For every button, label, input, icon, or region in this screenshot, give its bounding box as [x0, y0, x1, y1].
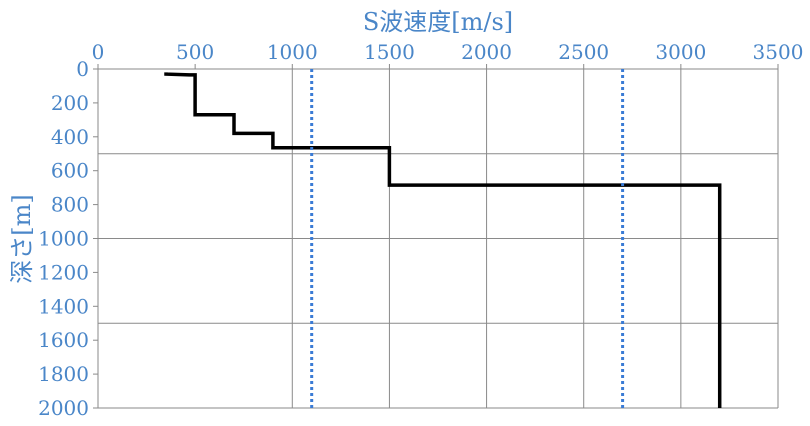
x-tick-label-3500: 3500: [753, 40, 804, 64]
x-tick-label-1500: 1500: [364, 40, 415, 64]
y-tick-label-600: 600: [51, 159, 89, 183]
y-tick-label-200: 200: [51, 91, 89, 115]
grid-lines: [98, 69, 779, 409]
y-tick-label-1200: 1200: [38, 260, 89, 284]
y-tick-label-800: 800: [51, 193, 89, 217]
x-tick-label-2000: 2000: [461, 40, 512, 64]
y-tick-label-1800: 1800: [38, 362, 89, 386]
y-tick-labels: 0 200 400 600 800 1000 1200 1400 1600 1800 2000: [38, 57, 89, 420]
x-axis-title: S波速度[m/s]: [363, 8, 513, 36]
x-tick-label-0: 0: [92, 40, 105, 64]
y-tick-label-1400: 1400: [38, 294, 89, 318]
x-tick-label-2500: 2500: [558, 40, 609, 64]
data-series: [164, 69, 722, 408]
axes: [93, 64, 779, 409]
x-tick-label-1000: 1000: [267, 40, 318, 64]
y-tick-label-400: 400: [51, 125, 89, 149]
y-tick-label-0: 0: [76, 57, 89, 81]
x-tick-label-3000: 3000: [655, 40, 706, 64]
x-tick-labels: 0 500 1000 1500 2000 2500 3000 3500: [92, 40, 804, 64]
x-tick-label-500: 500: [176, 40, 214, 64]
velocity-profile-line-0: [164, 72, 722, 408]
y-tick-label-2000: 2000: [38, 396, 89, 420]
y-axis-title: 深さ[m]: [8, 194, 36, 283]
y-tick-label-1600: 1600: [38, 328, 89, 352]
y-tick-label-1000: 1000: [38, 227, 89, 251]
